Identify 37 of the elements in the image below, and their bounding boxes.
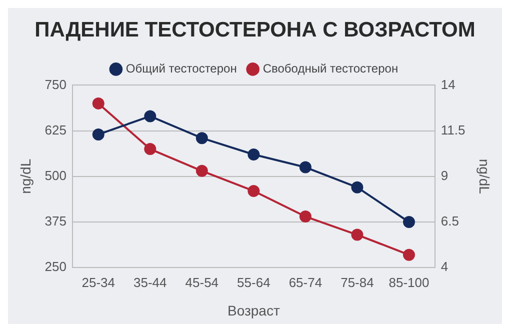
point [92, 128, 104, 140]
legend-label: Свободный тестостерон [262, 62, 398, 76]
y2-tick-label: 9 [440, 168, 448, 183]
y-tick-label: 750 [44, 76, 66, 92]
point [351, 181, 364, 194]
x-tick-label: 65-74 [288, 274, 322, 290]
point [402, 248, 415, 261]
x-tick-label: 75-84 [340, 274, 374, 290]
y-axis-title: ng/dL [17, 158, 34, 194]
point [144, 110, 156, 122]
point [351, 228, 364, 241]
point [196, 132, 208, 144]
x-tick-label: 85-100 [388, 274, 430, 290]
x-axis-title: Возраст [227, 302, 280, 318]
x-tick-label: 45-54 [185, 274, 219, 290]
x-tick-label: 25-34 [82, 274, 115, 290]
point [248, 184, 260, 197]
chart-title: ПАДЕНИЕ ТЕСТОСТЕРОНА С ВОЗРАСТОМ [34, 18, 476, 42]
legend-label: Общий тестостерон [126, 62, 237, 76]
point [144, 143, 156, 156]
y-tick-label: 625 [44, 122, 66, 138]
y2-tick-label: 14 [440, 76, 456, 92]
y2-tick-label: 11.5 [440, 122, 466, 138]
x-tick-label: 35-44 [134, 274, 167, 290]
point [196, 164, 208, 177]
point [248, 148, 260, 161]
point [299, 210, 312, 223]
y2-axis-title: ng/dL [476, 158, 493, 194]
y2-tick-label: 4 [440, 259, 448, 274]
point [402, 216, 415, 228]
point [299, 161, 312, 174]
y-tick-label: 375 [44, 214, 66, 229]
y-tick-label: 500 [44, 168, 66, 183]
y2-tick-label: 6.5 [440, 214, 459, 229]
x-tick-label: 55-64 [237, 274, 270, 290]
point [92, 97, 104, 110]
y-tick-label: 250 [44, 259, 66, 274]
